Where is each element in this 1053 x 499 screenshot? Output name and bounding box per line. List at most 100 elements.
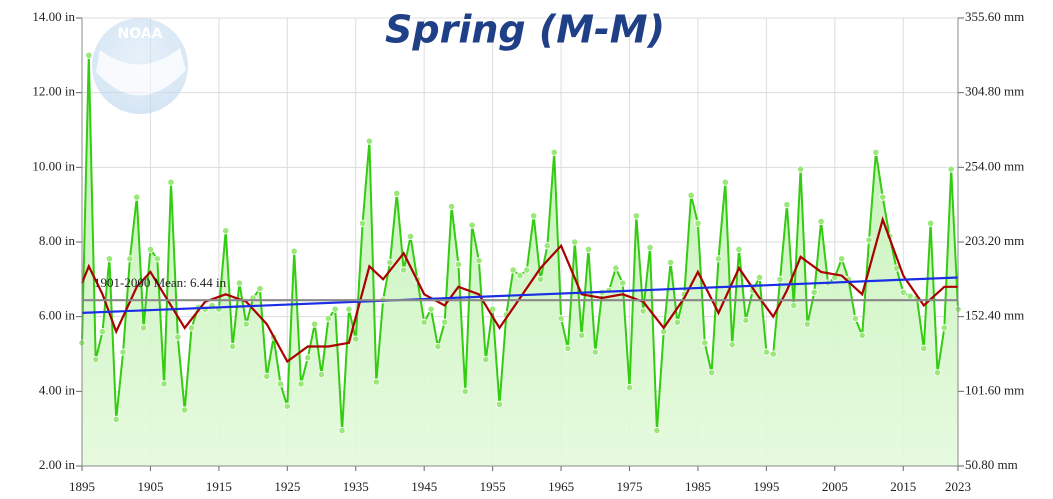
point (92, 355, 100, 364)
y-tick-label: 8.00 in (39, 233, 76, 248)
point (311, 320, 319, 328)
point (755, 273, 764, 282)
point (133, 193, 141, 201)
point (796, 165, 805, 173)
point (352, 335, 360, 343)
y2-tick-label: 152.40 mm (965, 308, 1024, 323)
point (441, 318, 449, 326)
point (591, 348, 599, 356)
point (105, 255, 113, 263)
point (358, 219, 367, 227)
point (256, 285, 264, 293)
point (940, 324, 948, 332)
point (235, 279, 244, 287)
point (468, 221, 476, 229)
point (879, 193, 887, 201)
point (536, 275, 545, 283)
series-line (81, 276, 959, 314)
point (393, 189, 401, 198)
point (714, 255, 723, 263)
y2-tick-label: 254.00 mm (965, 158, 1024, 173)
x-tick-label: 1915 (206, 479, 232, 494)
axes: 2.00 in 4.00 in 6.00 in 8.00 in 10.00 in 12.0… (32, 9, 1024, 494)
point (475, 257, 483, 265)
point (324, 314, 332, 323)
point (810, 288, 818, 296)
point (666, 258, 675, 267)
point (721, 178, 729, 186)
point (495, 400, 504, 408)
point (242, 320, 250, 328)
point (427, 305, 435, 313)
point (851, 314, 859, 323)
area (82, 55, 958, 467)
point (735, 245, 743, 254)
x-tick-label: 1935 (343, 479, 369, 494)
point (838, 255, 846, 263)
point (571, 238, 579, 246)
point (769, 350, 777, 358)
point (653, 426, 661, 435)
point (858, 331, 866, 339)
point (139, 324, 148, 332)
point (625, 383, 634, 392)
point (174, 333, 182, 341)
point (817, 217, 825, 226)
y-tick-label: 12.00 in (32, 84, 75, 99)
point (899, 288, 907, 296)
y-tick-label: 4.00 in (39, 382, 76, 397)
annotation: 1901-2000 Mean: 6.44 in (94, 275, 227, 290)
y2-tick-label: 355.60 mm (965, 9, 1024, 24)
point (146, 245, 155, 254)
x-tick-label: 2005 (822, 479, 848, 494)
point (687, 191, 695, 199)
point (187, 324, 196, 332)
point (181, 406, 189, 414)
x-tick-label: 2023 (945, 479, 971, 494)
series-line (80, 215, 958, 364)
point (742, 316, 750, 324)
point (632, 212, 640, 220)
point (420, 318, 428, 326)
point (701, 339, 709, 347)
x-tick-label: 1965 (548, 479, 574, 494)
point (482, 355, 490, 364)
point (728, 341, 736, 349)
point (290, 247, 298, 255)
y2-tick-label: 203.20 mm (965, 233, 1024, 248)
point (516, 271, 524, 280)
point (523, 266, 531, 274)
point (119, 348, 127, 356)
point (345, 305, 353, 313)
x-tick-label: 1975 (617, 479, 643, 494)
point (619, 279, 627, 287)
y2-tick-label: 101.60 mm (965, 382, 1024, 397)
point (338, 426, 346, 435)
point (112, 415, 120, 423)
point (276, 380, 285, 388)
x-tick-label: 1955 (480, 479, 506, 494)
point (167, 178, 175, 186)
point (673, 318, 682, 326)
point (550, 148, 558, 156)
point (85, 51, 93, 59)
point (927, 219, 935, 227)
chart-title: Spring (M-M) (385, 8, 665, 52)
point (694, 219, 702, 227)
point (489, 305, 497, 313)
y-tick-label: 2.00 in (39, 457, 76, 472)
point (222, 227, 230, 235)
y2-tick-label: 50.80 mm (965, 457, 1018, 472)
point (406, 232, 415, 240)
point (803, 320, 812, 328)
point (304, 354, 312, 362)
point (783, 201, 791, 209)
y-tick-label: 6.00 in (39, 308, 76, 323)
x-tick-label: 1895 (69, 479, 95, 494)
point (98, 327, 107, 336)
x-tick-label: 1945 (411, 479, 437, 494)
point (153, 255, 161, 263)
y-tick-label: 10.00 in (32, 158, 75, 173)
point (639, 307, 647, 315)
